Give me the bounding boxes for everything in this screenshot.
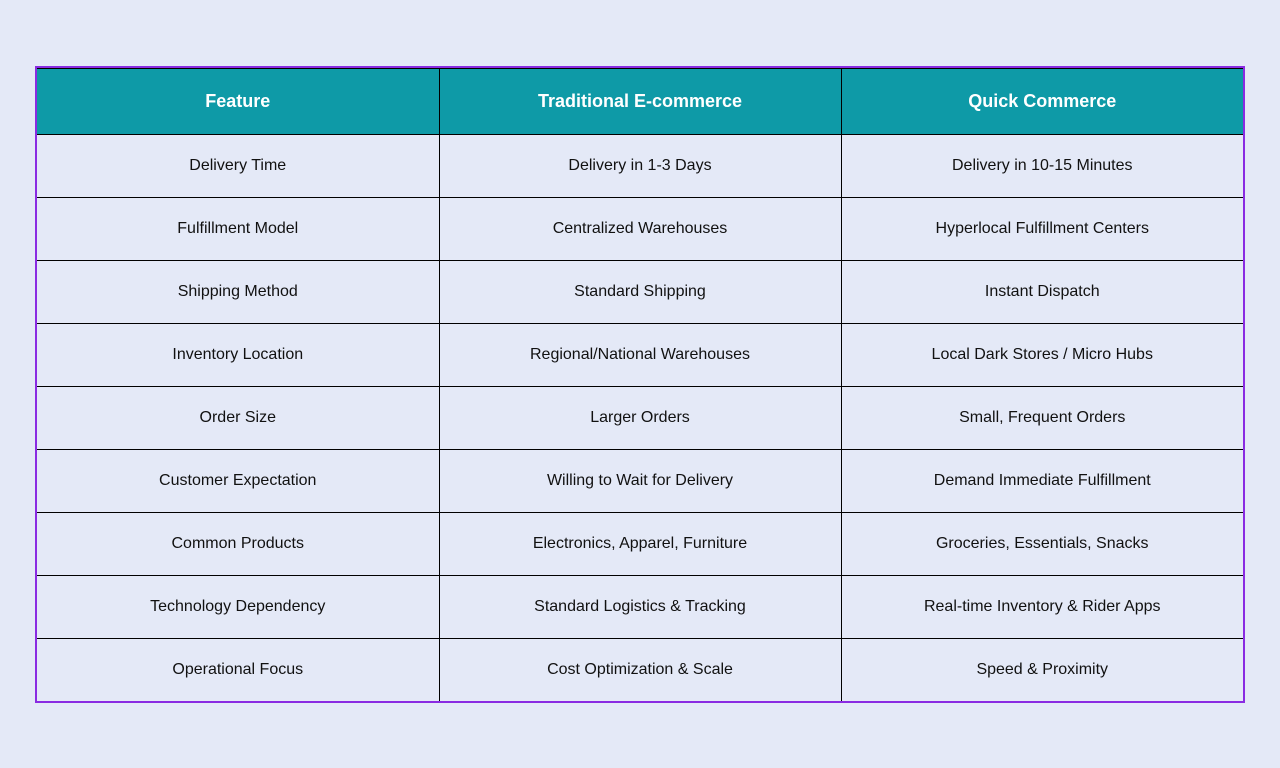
cell-feature: Common Products — [37, 512, 439, 575]
cell-feature: Delivery Time — [37, 134, 439, 197]
cell-quick: Instant Dispatch — [841, 260, 1243, 323]
cell-feature: Inventory Location — [37, 323, 439, 386]
cell-quick: Real-time Inventory & Rider Apps — [841, 575, 1243, 638]
table-row: Customer Expectation Willing to Wait for… — [37, 449, 1243, 512]
table-header-row: Feature Traditional E-commerce Quick Com… — [37, 68, 1243, 134]
cell-traditional: Larger Orders — [439, 386, 841, 449]
cell-quick: Hyperlocal Fulfillment Centers — [841, 197, 1243, 260]
table-row: Operational Focus Cost Optimization & Sc… — [37, 638, 1243, 701]
cell-traditional: Standard Shipping — [439, 260, 841, 323]
cell-traditional: Electronics, Apparel, Furniture — [439, 512, 841, 575]
cell-feature: Technology Dependency — [37, 575, 439, 638]
cell-traditional: Centralized Warehouses — [439, 197, 841, 260]
table-row: Fulfillment Model Centralized Warehouses… — [37, 197, 1243, 260]
comparison-table-container: Feature Traditional E-commerce Quick Com… — [35, 66, 1245, 703]
cell-quick: Groceries, Essentials, Snacks — [841, 512, 1243, 575]
cell-quick: Delivery in 10-15 Minutes — [841, 134, 1243, 197]
cell-quick: Small, Frequent Orders — [841, 386, 1243, 449]
col-header-quick: Quick Commerce — [841, 68, 1243, 134]
cell-feature: Operational Focus — [37, 638, 439, 701]
cell-traditional: Standard Logistics & Tracking — [439, 575, 841, 638]
cell-quick: Local Dark Stores / Micro Hubs — [841, 323, 1243, 386]
comparison-table: Feature Traditional E-commerce Quick Com… — [37, 68, 1243, 701]
cell-traditional: Willing to Wait for Delivery — [439, 449, 841, 512]
cell-traditional: Regional/National Warehouses — [439, 323, 841, 386]
table-row: Common Products Electronics, Apparel, Fu… — [37, 512, 1243, 575]
cell-traditional: Delivery in 1-3 Days — [439, 134, 841, 197]
table-row: Shipping Method Standard Shipping Instan… — [37, 260, 1243, 323]
cell-feature: Fulfillment Model — [37, 197, 439, 260]
col-header-feature: Feature — [37, 68, 439, 134]
cell-quick: Speed & Proximity — [841, 638, 1243, 701]
table-row: Inventory Location Regional/National War… — [37, 323, 1243, 386]
table-row: Technology Dependency Standard Logistics… — [37, 575, 1243, 638]
cell-feature: Customer Expectation — [37, 449, 439, 512]
table-row: Order Size Larger Orders Small, Frequent… — [37, 386, 1243, 449]
cell-feature: Order Size — [37, 386, 439, 449]
table-row: Delivery Time Delivery in 1-3 Days Deliv… — [37, 134, 1243, 197]
cell-feature: Shipping Method — [37, 260, 439, 323]
cell-quick: Demand Immediate Fulfillment — [841, 449, 1243, 512]
cell-traditional: Cost Optimization & Scale — [439, 638, 841, 701]
col-header-traditional: Traditional E-commerce — [439, 68, 841, 134]
